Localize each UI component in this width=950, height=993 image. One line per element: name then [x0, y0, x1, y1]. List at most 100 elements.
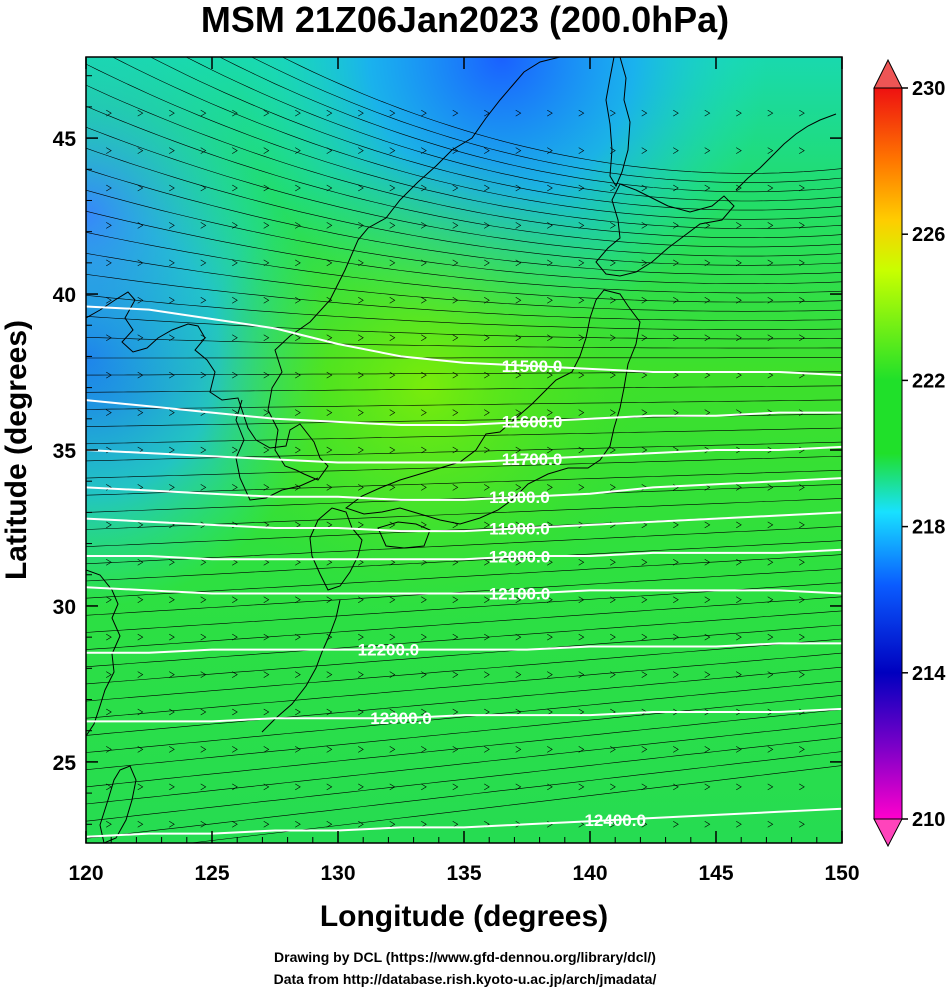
wind-arrowhead: [263, 222, 270, 229]
wind-arrowhead: [263, 147, 270, 154]
wind-arrowhead: [704, 109, 711, 117]
wind-arrowhead: [610, 259, 616, 267]
wind-arrowhead: [673, 109, 679, 117]
wind-arrowhead: [389, 746, 396, 753]
wind-arrowhead: [263, 746, 270, 753]
wind-arrowhead: [169, 671, 175, 678]
wind-arrowhead: [389, 708, 396, 716]
wind-arrowhead: [137, 184, 144, 192]
streamline: [86, 168, 842, 275]
wind-arrowhead: [484, 484, 490, 491]
wind-arrowhead: [452, 334, 459, 341]
wind-arrowhead: [421, 559, 427, 566]
wind-arrowhead: [326, 559, 333, 566]
contour-label: 12100.0: [489, 584, 550, 603]
wind-arrowhead: [452, 746, 459, 753]
wind-arrowhead: [326, 521, 333, 529]
wind-arrowhead: [547, 559, 553, 566]
y-tick-label: 25: [53, 752, 77, 775]
wind-arrowhead: [610, 371, 616, 379]
wind-arrowhead: [106, 521, 112, 529]
wind-arrowhead: [704, 596, 711, 603]
wind-arrowhead: [200, 821, 207, 828]
streamline: [86, 483, 842, 513]
wind-arrowhead: [673, 184, 679, 192]
wind-arrowhead: [358, 446, 364, 454]
wind-arrowhead: [295, 259, 301, 267]
wind-arrowhead: [547, 259, 553, 267]
streamline: [86, 427, 842, 445]
wind-arrowhead: [547, 484, 553, 491]
wind-arrowhead: [232, 371, 238, 379]
wind-arrowhead: [137, 559, 144, 566]
contour-line: [86, 445, 842, 464]
streamline: [149, 57, 842, 211]
wind-arrowhead: [578, 184, 585, 192]
wind-arrowhead: [484, 297, 490, 304]
wind-arrowhead: [137, 109, 144, 117]
wind-arrowhead: [389, 446, 396, 454]
wind-arrowhead: [295, 297, 301, 304]
y-axis-ticks: 25 30 35 40 45: [53, 75, 842, 825]
wind-arrowhead: [452, 409, 459, 416]
wind-arrowhead: [358, 147, 364, 154]
wind-arrowhead: [137, 409, 144, 416]
wind-arrowhead: [106, 596, 112, 603]
streamline: [250, 57, 842, 183]
streamline: [86, 554, 842, 599]
wind-arrowhead: [767, 109, 774, 117]
wind-arrowhead: [106, 746, 112, 753]
wind-arrowhead: [610, 783, 616, 791]
wind-arrowhead: [200, 371, 207, 379]
wind-arrowhead: [547, 783, 553, 791]
x-axis-ticks: 120 125 130 135 140 145 150: [68, 57, 860, 885]
wind-arrowhead: [799, 596, 805, 603]
wind-arrowhead: [106, 147, 112, 154]
contour-line: [86, 586, 842, 595]
wind-arrowhead: [673, 596, 679, 603]
wind-arrowhead: [326, 484, 333, 491]
wind-arrowhead: [326, 259, 333, 267]
wind-arrowhead: [232, 334, 238, 341]
wind-arrowhead: [515, 746, 522, 753]
wind-arrowhead: [452, 446, 459, 454]
wind-arrowhead: [358, 109, 364, 117]
wind-arrowhead: [137, 746, 144, 753]
wind-arrowhead: [736, 297, 742, 304]
contour-line: [86, 305, 842, 377]
wind-arrowhead: [767, 371, 774, 379]
credit-data: Data from http://database.rish.kyoto-u.a…: [274, 971, 657, 987]
wind-arrowhead: [326, 671, 333, 678]
wind-arrowhead: [200, 633, 207, 641]
wind-arrowhead: [389, 633, 396, 641]
streamline: [86, 694, 842, 771]
wind-arrowhead: [452, 484, 459, 491]
streamline: [86, 399, 842, 410]
colorbar-bar: [873, 87, 903, 820]
wind-arrowhead: [389, 559, 396, 566]
wind-arrowhead: [452, 521, 459, 529]
colorbar-tick-label: 226: [912, 224, 945, 246]
wind-arrowhead: [736, 184, 742, 192]
colorbar-tick-label: 214: [912, 663, 946, 685]
coastlines: [86, 57, 837, 843]
wind-arrowhead: [610, 147, 616, 154]
streamline: [281, 57, 842, 174]
wind-arrowhead: [673, 559, 679, 566]
wind-arrowhead: [673, 746, 679, 753]
wind-arrowhead: [767, 147, 774, 154]
wind-arrowhead: [295, 446, 301, 454]
streamline: [86, 441, 842, 462]
wind-arrowhead: [263, 259, 270, 267]
colorbar-tick-label: 210: [912, 809, 945, 831]
wind-arrowhead: [295, 559, 301, 566]
coastline-kyushu: [309, 507, 363, 591]
wind-arrowhead: [704, 783, 711, 791]
wind-arrowhead: [452, 821, 459, 828]
wind-arrowhead: [200, 184, 207, 192]
wind-arrowhead: [389, 109, 396, 117]
wind-arrowhead: [232, 671, 238, 678]
wind-arrowhead: [736, 521, 742, 529]
colorbar-tick-label: 218: [912, 517, 945, 539]
wind-arrowhead: [421, 409, 427, 416]
